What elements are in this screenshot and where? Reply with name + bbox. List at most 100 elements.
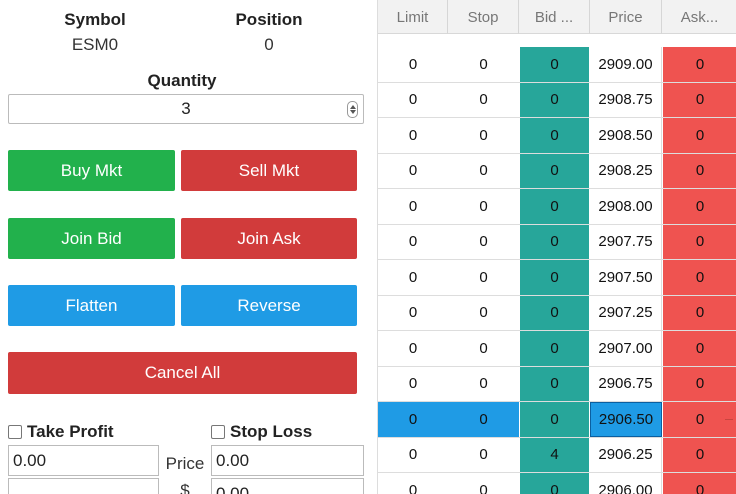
bid-cell[interactable]: 0: [519, 189, 590, 224]
chevron-down-icon[interactable]: [350, 110, 356, 114]
limit-cell[interactable]: 0: [408, 268, 418, 286]
bid-cell[interactable]: 0: [519, 224, 590, 259]
ladder-row[interactable]: 0 0 0 2908.75 0: [378, 82, 736, 118]
quantity-input[interactable]: [9, 95, 363, 123]
ask-cell[interactable]: 0: [662, 473, 736, 494]
ladder-row[interactable]: 0 0 0 2907.00 0: [378, 331, 736, 367]
limit-cell[interactable]: 0: [408, 162, 418, 180]
ladder-row[interactable]: 0 0 0 2906.50 0: [378, 402, 736, 438]
take-profit-checkbox[interactable]: [8, 425, 22, 439]
ladder-row[interactable]: 0 0 0 2909.00 0: [378, 47, 736, 83]
chevron-up-icon[interactable]: [350, 105, 356, 109]
bid-cell[interactable]: 0: [519, 260, 590, 295]
buy-mkt-button[interactable]: Buy Mkt: [8, 150, 175, 191]
column-header-ask[interactable]: Ask...: [680, 8, 719, 26]
stop-loss-dollar-input[interactable]: [212, 479, 363, 494]
limit-cell[interactable]: 0: [408, 91, 418, 109]
column-header-bid[interactable]: Bid ...: [519, 0, 590, 34]
join-bid-button[interactable]: Join Bid: [8, 218, 175, 259]
limit-cell[interactable]: 0: [408, 197, 418, 215]
ladder-row[interactable]: 0 0 0 2907.75 0: [378, 224, 736, 260]
ladder-row[interactable]: 0 0 0 2908.25 0: [378, 153, 736, 189]
ask-cell[interactable]: 0: [662, 402, 736, 437]
bid-cell[interactable]: 4: [519, 437, 590, 472]
stop-loss-price-field[interactable]: [211, 445, 364, 476]
ladder-row[interactable]: 0 0 0 2907.50 0: [378, 260, 736, 296]
ask-cell[interactable]: 0: [662, 331, 736, 366]
ladder-row[interactable]: 0 0 0 2908.00 0: [378, 189, 736, 225]
ladder-row[interactable]: 0 0 0 2906.75 0: [378, 366, 736, 402]
take-profit-price-input[interactable]: [9, 446, 158, 475]
ladder-header: Limit Stop Bid ... Price Ask...: [378, 0, 736, 34]
ask-cell[interactable]: 0: [662, 224, 736, 259]
limit-cell[interactable]: 0: [408, 339, 418, 357]
stop-cell[interactable]: 0: [479, 268, 488, 286]
ask-cell[interactable]: 0: [662, 366, 736, 401]
take-profit-toggle[interactable]: Take Profit: [8, 422, 114, 442]
ask-cell[interactable]: 0: [662, 260, 736, 295]
ask-cell[interactable]: 0: [662, 47, 736, 82]
bid-cell[interactable]: 0: [519, 295, 590, 330]
stop-cell[interactable]: 0: [479, 304, 488, 322]
stop-loss-checkbox[interactable]: [211, 425, 225, 439]
bid-cell[interactable]: 0: [519, 47, 590, 82]
price-cell: 2907.50: [590, 260, 662, 295]
ask-cell[interactable]: 0: [662, 118, 736, 153]
reverse-button[interactable]: Reverse: [181, 285, 357, 326]
ladder-row[interactable]: 0 0 0 2906.00 0: [378, 473, 736, 494]
limit-cell[interactable]: 0: [408, 375, 418, 393]
spinner-icon[interactable]: [347, 101, 358, 118]
bid-cell[interactable]: 0: [519, 402, 590, 437]
ladder-row[interactable]: 0 0 0 2907.25 0: [378, 295, 736, 331]
symbol-value: ESM0: [71, 35, 119, 54]
stop-cell[interactable]: 0: [479, 91, 488, 109]
stop-cell[interactable]: 0: [479, 233, 488, 251]
ladder-row[interactable]: 0 0 4 2906.25 0: [378, 437, 736, 473]
limit-cell[interactable]: 0: [408, 304, 418, 322]
price-ladder: Limit Stop Bid ... Price Ask... 0 0 0 2909.…: [377, 0, 736, 494]
bid-cell[interactable]: 0: [519, 473, 590, 494]
stop-loss-dollar-field[interactable]: [211, 478, 364, 494]
ask-cell[interactable]: 0: [662, 437, 736, 472]
ask-cell[interactable]: 0: [662, 82, 736, 117]
join-ask-button[interactable]: Join Ask: [181, 218, 357, 259]
quantity-stepper[interactable]: [8, 94, 364, 124]
take-profit-dollar-input[interactable]: [9, 479, 158, 494]
sell-mkt-button[interactable]: Sell Mkt: [181, 150, 357, 191]
column-header-limit[interactable]: Limit: [378, 0, 448, 34]
bid-cell[interactable]: 0: [519, 366, 590, 401]
limit-cell[interactable]: 0: [408, 233, 418, 251]
price-cell: 2906.50: [590, 402, 662, 437]
stop-loss-price-input[interactable]: [212, 446, 363, 475]
ask-cell[interactable]: 0: [662, 295, 736, 330]
stop-cell[interactable]: 0: [479, 197, 488, 215]
bid-cell[interactable]: 0: [519, 331, 590, 366]
take-profit-dollar-field[interactable]: [8, 478, 159, 494]
limit-cell[interactable]: 0: [408, 55, 418, 73]
stop-cell[interactable]: 0: [479, 481, 488, 494]
limit-cell[interactable]: 0: [408, 446, 418, 464]
column-header-stop[interactable]: Stop: [448, 0, 519, 34]
stop-cell[interactable]: 0: [479, 446, 488, 464]
bid-cell[interactable]: 0: [519, 118, 590, 153]
cancel-all-button[interactable]: Cancel All: [8, 352, 357, 394]
bid-cell[interactable]: 0: [519, 82, 590, 117]
ladder-row[interactable]: 0 0 0 2908.50 0: [378, 118, 736, 154]
column-header-price[interactable]: Price: [590, 0, 662, 34]
ask-cell[interactable]: 0: [662, 189, 736, 224]
stop-cell[interactable]: 0: [479, 55, 488, 73]
stop-cell[interactable]: 0: [448, 402, 519, 437]
stop-loss-toggle[interactable]: Stop Loss: [211, 422, 312, 442]
bid-cell[interactable]: 0: [519, 153, 590, 188]
ask-cell[interactable]: 0: [662, 153, 736, 188]
flatten-button[interactable]: Flatten: [8, 285, 175, 326]
limit-cell[interactable]: 0: [408, 481, 418, 494]
stop-cell[interactable]: 0: [479, 375, 488, 393]
stop-cell[interactable]: 0: [479, 339, 488, 357]
price-cell: 2907.00: [590, 331, 662, 366]
stop-cell[interactable]: 0: [479, 126, 488, 144]
limit-cell[interactable]: 0: [378, 402, 448, 437]
limit-cell[interactable]: 0: [408, 126, 418, 144]
stop-cell[interactable]: 0: [479, 162, 488, 180]
take-profit-price-field[interactable]: [8, 445, 159, 476]
